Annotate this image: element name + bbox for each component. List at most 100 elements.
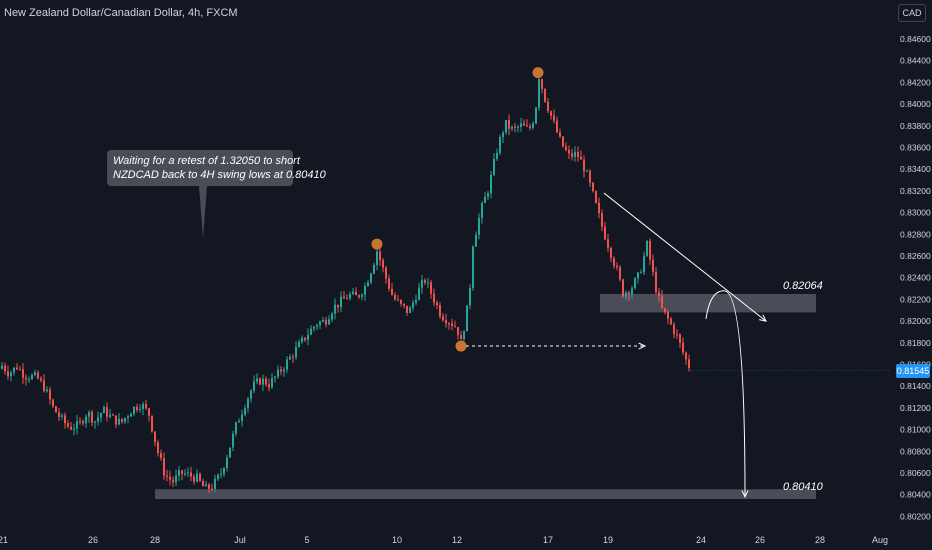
target-level-label: 0.80410 (783, 481, 823, 493)
candle-up (631, 288, 633, 295)
candle-up (334, 304, 336, 314)
candle-up (472, 246, 474, 288)
candle-down (121, 418, 123, 422)
candle-up (46, 389, 48, 392)
price-zone (155, 489, 816, 500)
candle-up (493, 158, 495, 175)
x-tick-label: Jul (234, 535, 246, 545)
retest-arrowhead (638, 342, 647, 350)
candle-up (322, 320, 324, 322)
candle-down (580, 156, 582, 160)
candle-down (79, 421, 81, 423)
y-tick-label: 0.83400 (900, 164, 931, 174)
candle-down (91, 412, 93, 423)
candle-up (370, 273, 372, 283)
x-tick-label: Aug (872, 535, 888, 545)
candle-up (328, 319, 330, 325)
y-tick-label: 0.82000 (900, 316, 931, 326)
candle-up (634, 278, 636, 289)
candle-up (463, 331, 465, 340)
candle-up (310, 328, 312, 335)
candle-up (100, 413, 102, 418)
candle-up (313, 326, 315, 329)
candle-down (70, 426, 72, 430)
candle-down (355, 291, 357, 296)
candle-down (616, 265, 618, 268)
candle-down (604, 226, 606, 240)
candle-down (661, 295, 663, 308)
candle-down (628, 292, 630, 295)
candle-down (619, 267, 621, 280)
candle-up (574, 152, 576, 157)
y-tick-label: 0.82600 (900, 251, 931, 261)
candle-down (166, 475, 168, 477)
y-tick-label: 0.83200 (900, 186, 931, 196)
candle-up (475, 234, 477, 247)
candle-up (124, 417, 126, 422)
candle-down (673, 324, 675, 335)
candle-up (502, 132, 504, 138)
candle-up (511, 126, 513, 129)
candle-down (22, 369, 24, 378)
candle-up (586, 170, 588, 172)
candle-down (259, 378, 261, 385)
candle-down (670, 318, 672, 325)
resistance-level-label: 0.82064 (783, 280, 823, 292)
y-tick-label: 0.84400 (900, 56, 931, 66)
candle-up (142, 403, 144, 410)
candle-up (352, 291, 354, 295)
candle-up (76, 421, 78, 429)
y-tick-label: 0.82800 (900, 229, 931, 239)
callout-pointer (199, 186, 207, 238)
candle-up (94, 421, 96, 423)
candle-up (28, 379, 30, 381)
candle-down (304, 337, 306, 340)
candle-down (52, 399, 54, 407)
candle-down (613, 258, 615, 266)
candle-up (223, 468, 225, 474)
candle-down (148, 408, 150, 416)
y-tick-label: 0.80800 (900, 446, 931, 456)
candle-down (163, 458, 165, 476)
candle-up (646, 241, 648, 256)
candle-up (85, 416, 87, 424)
candle-up (250, 390, 252, 399)
candle-down (544, 88, 546, 102)
candle-down (82, 421, 84, 424)
candle-down (667, 312, 669, 319)
candle-down (43, 380, 45, 392)
candle-up (469, 287, 471, 306)
candle-down (400, 299, 402, 304)
candle-down (448, 323, 450, 325)
projected-path-arrow (705, 290, 746, 497)
candle-up (283, 369, 285, 372)
candle-down (541, 79, 543, 89)
chart-symbol-title[interactable]: New Zealand Dollar/Canadian Dollar, 4h, … (4, 7, 238, 19)
candle-down (388, 278, 390, 289)
candle-down (622, 279, 624, 297)
annotation-callout[interactable]: Waiting for a retest of 1.32050 to short… (107, 150, 326, 238)
candle-down (379, 251, 381, 261)
candle-down (577, 152, 579, 157)
candle-down (211, 488, 213, 490)
candle-up (520, 123, 522, 127)
x-tick-label: 17 (543, 535, 553, 545)
candle-down (553, 115, 555, 121)
candle-up (505, 120, 507, 133)
candle-down (460, 334, 462, 340)
currency-badge[interactable]: CAD (898, 4, 926, 22)
x-tick-label: 5 (304, 535, 309, 545)
candle-up (232, 433, 234, 448)
candle-up (415, 300, 417, 303)
y-tick-label: 0.80200 (900, 511, 931, 521)
candle-down (64, 415, 66, 424)
candle-down (157, 442, 159, 453)
candle-down (652, 259, 654, 272)
candle-down (202, 480, 204, 487)
candle-down (679, 334, 681, 343)
candle-up (307, 334, 309, 340)
candle-down (514, 126, 516, 128)
candle-down (4, 365, 6, 372)
candle-down (571, 153, 573, 157)
